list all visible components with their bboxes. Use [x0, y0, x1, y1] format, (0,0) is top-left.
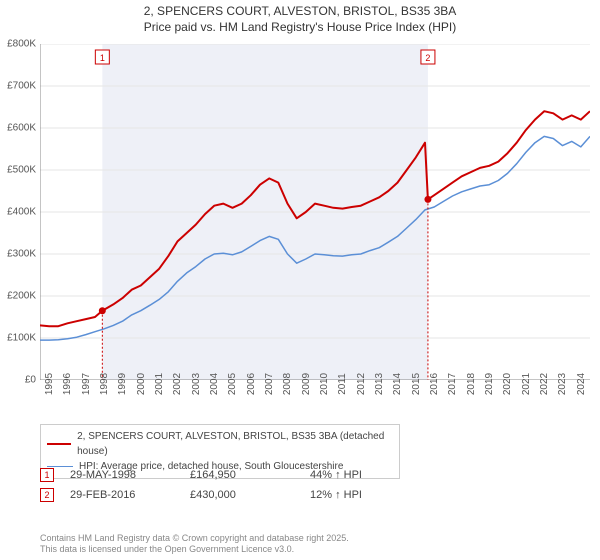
svg-text:2: 2	[425, 53, 430, 63]
x-tick-label: 2010	[319, 373, 330, 395]
y-tick-label: £500K	[7, 165, 36, 176]
y-tick-label: £600K	[7, 123, 36, 134]
y-axis: £0£100K£200K£300K£400K£500K£600K£700K£80…	[0, 44, 40, 380]
sale-marker-list: 1 29-MAY-1998£164,95044% ↑ HPI 2 29-FEB-201…	[40, 468, 590, 508]
svg-text:1: 1	[100, 53, 105, 63]
x-tick-label: 2006	[246, 373, 257, 395]
x-tick-label: 2007	[264, 373, 275, 395]
x-tick-label: 2018	[466, 373, 477, 395]
x-tick-label: 2000	[136, 373, 147, 395]
chart-title: 2, SPENCERS COURT, ALVESTON, BRISTOL, BS…	[0, 0, 600, 35]
x-tick-label: 1997	[81, 373, 92, 395]
sale-price: £164,950	[190, 469, 310, 481]
title-line-1: 2, SPENCERS COURT, ALVESTON, BRISTOL, BS…	[0, 4, 600, 20]
x-tick-label: 2017	[447, 373, 458, 395]
x-tick-label: 2015	[411, 373, 422, 395]
sale-date: 29-MAY-1998	[70, 469, 190, 481]
x-tick-label: 1998	[99, 373, 110, 395]
y-tick-label: £700K	[7, 81, 36, 92]
footnote: Contains HM Land Registry data © Crown c…	[40, 533, 349, 556]
footnote-line-1: Contains HM Land Registry data © Crown c…	[40, 533, 349, 545]
x-tick-label: 2019	[484, 373, 495, 395]
x-tick-label: 2004	[209, 373, 220, 395]
x-tick-label: 2002	[172, 373, 183, 395]
chart-container: 2, SPENCERS COURT, ALVESTON, BRISTOL, BS…	[0, 0, 600, 560]
x-tick-label: 2013	[374, 373, 385, 395]
y-tick-label: £800K	[7, 39, 36, 50]
x-tick-label: 2016	[429, 373, 440, 395]
title-line-2: Price paid vs. HM Land Registry's House …	[0, 20, 600, 36]
sale-price: £430,000	[190, 489, 310, 501]
sale-delta: 12% ↑ HPI	[310, 489, 430, 501]
y-tick-label: £400K	[7, 207, 36, 218]
plot-area: 12	[40, 44, 590, 380]
x-tick-label: 2024	[576, 373, 587, 395]
x-tick-label: 2022	[539, 373, 550, 395]
y-tick-label: £200K	[7, 291, 36, 302]
legend-label-1: 2, SPENCERS COURT, ALVESTON, BRISTOL, BS…	[77, 429, 393, 459]
x-tick-label: 2009	[301, 373, 312, 395]
x-tick-label: 2005	[227, 373, 238, 395]
x-tick-label: 2011	[337, 373, 348, 395]
y-tick-label: £300K	[7, 249, 36, 260]
sale-date: 29-FEB-2016	[70, 489, 190, 501]
y-tick-label: £100K	[7, 333, 36, 344]
sale-row: 1 29-MAY-1998£164,95044% ↑ HPI	[40, 468, 590, 482]
sale-row: 2 29-FEB-2016£430,00012% ↑ HPI	[40, 488, 590, 502]
x-tick-label: 2020	[502, 373, 513, 395]
x-tick-label: 1999	[117, 373, 128, 395]
sale-marker-box: 2	[40, 488, 54, 502]
sale-delta: 44% ↑ HPI	[310, 469, 430, 481]
legend-item-property: 2, SPENCERS COURT, ALVESTON, BRISTOL, BS…	[47, 429, 393, 459]
footnote-line-2: This data is licensed under the Open Gov…	[40, 544, 349, 556]
x-tick-label: 2001	[154, 373, 165, 395]
sale-marker-box: 1	[40, 468, 54, 482]
x-tick-label: 1995	[44, 373, 55, 395]
chart-svg: 12	[40, 44, 590, 380]
x-tick-label: 1996	[62, 373, 73, 395]
x-tick-label: 2023	[557, 373, 568, 395]
x-tick-label: 2021	[521, 373, 532, 395]
x-tick-label: 2003	[191, 373, 202, 395]
y-tick-label: £0	[25, 375, 36, 386]
x-tick-label: 2014	[392, 373, 403, 395]
x-axis: 1995199619971998199920002001200220032004…	[40, 382, 590, 422]
x-tick-label: 2012	[356, 373, 367, 395]
legend-swatch-1	[47, 443, 71, 446]
x-tick-label: 2008	[282, 373, 293, 395]
